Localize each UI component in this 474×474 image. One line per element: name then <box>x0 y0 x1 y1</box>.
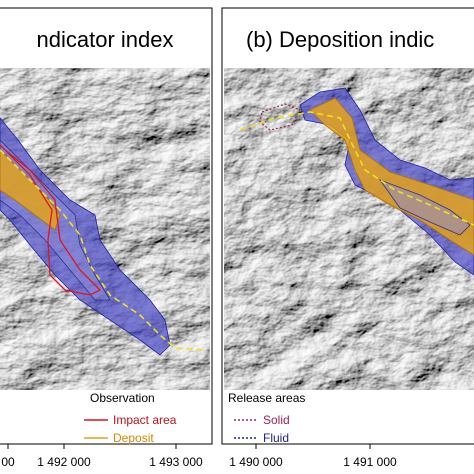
panel-a: ndicator index Observation Impact area D… <box>0 7 213 469</box>
legend-item: Fluid <box>263 431 289 445</box>
legend-item: Solid <box>263 413 290 427</box>
legend-title: Observation <box>90 391 155 405</box>
map <box>224 68 474 390</box>
solid-release <box>259 103 301 131</box>
x-label: 1 492 000 <box>37 455 91 469</box>
legend: Observation Impact area Deposit <box>84 391 177 445</box>
x-label: 1 493 000 <box>149 455 203 469</box>
panel-b: (b) Deposition indic Release areas Solid… <box>221 7 474 469</box>
x-label: 1 490 000 <box>229 455 283 469</box>
legend: Release areas Solid Fluid <box>228 391 305 445</box>
legend-item: Impact area <box>113 413 177 427</box>
legend-item: Deposit <box>113 431 154 445</box>
panel-title: (b) Deposition indic <box>246 27 434 52</box>
x-label: 00 <box>1 455 15 469</box>
x-label: 1 491 000 <box>343 455 397 469</box>
fluid-area <box>0 117 171 356</box>
map <box>0 68 210 390</box>
impact-outline <box>0 144 102 296</box>
flow-path <box>239 111 474 226</box>
legend-title: Release areas <box>228 391 305 405</box>
panel-title: ndicator index <box>37 27 174 52</box>
